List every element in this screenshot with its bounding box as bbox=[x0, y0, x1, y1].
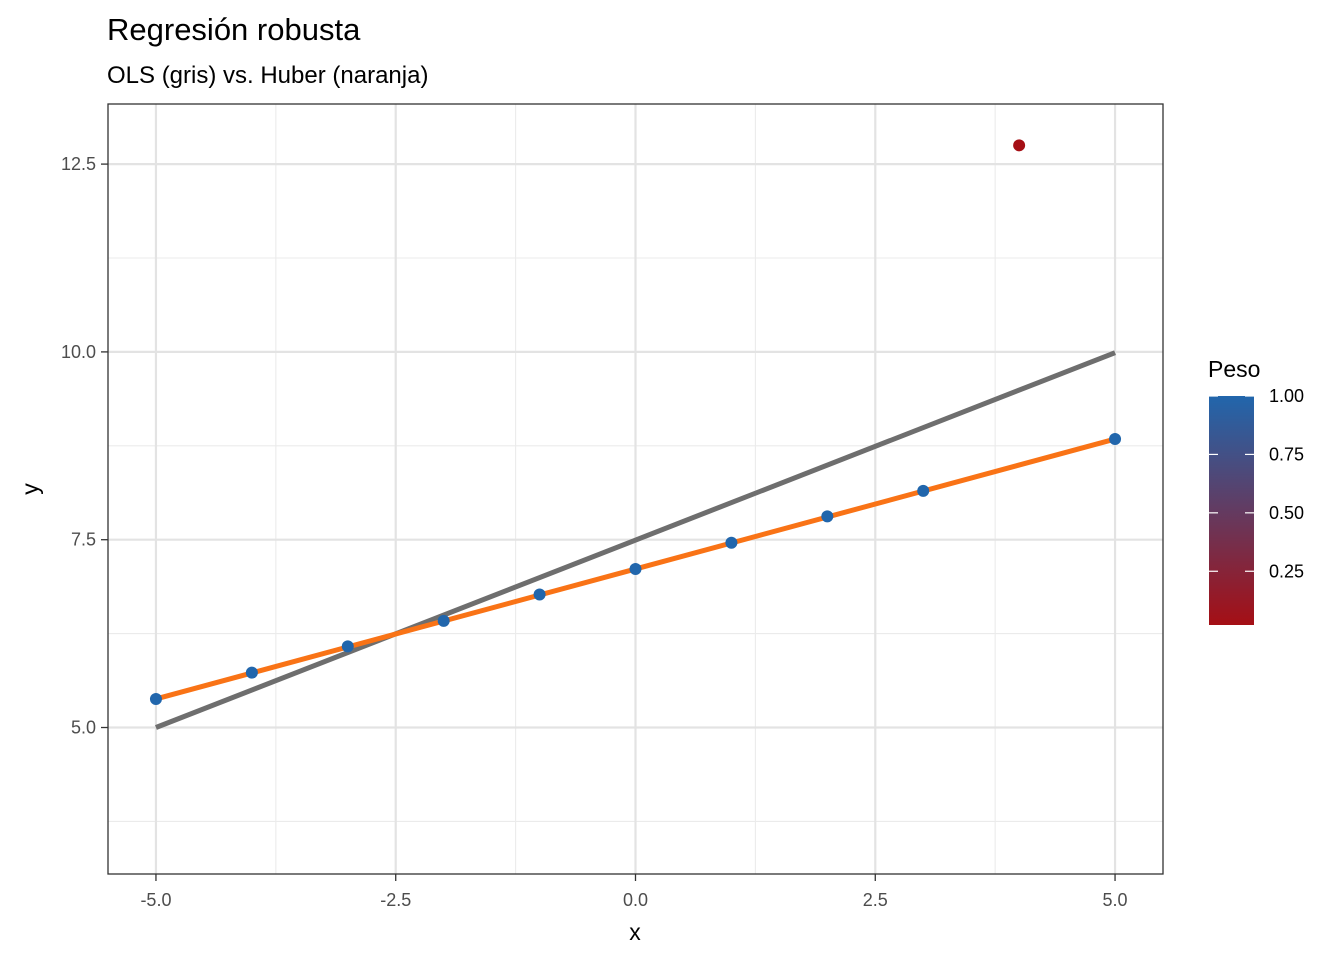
y-axis-title: y bbox=[17, 483, 43, 495]
x-axis: -5.0 -2.5 0.0 2.5 5.0 bbox=[140, 874, 1128, 910]
legend-label: 0.50 bbox=[1269, 503, 1304, 523]
legend-label: 1.00 bbox=[1269, 386, 1304, 406]
data-point bbox=[1109, 433, 1122, 446]
y-tick-label: 10.0 bbox=[61, 342, 96, 362]
ols-line bbox=[155, 350, 1116, 730]
data-point bbox=[341, 640, 354, 653]
data-points bbox=[149, 139, 1122, 705]
legend: Peso 1.00 0.75 0.50 0.25 bbox=[1208, 356, 1304, 625]
data-point bbox=[917, 484, 930, 497]
legend-label: 0.75 bbox=[1269, 444, 1304, 464]
chart-title: Regresión robusta bbox=[107, 12, 361, 47]
x-tick-label: 0.0 bbox=[623, 890, 648, 910]
y-tick-label: 7.5 bbox=[71, 530, 96, 550]
legend-colorbar bbox=[1209, 396, 1254, 625]
x-axis-title: x bbox=[629, 919, 641, 945]
x-tick-label: 5.0 bbox=[1103, 890, 1128, 910]
data-point bbox=[629, 563, 642, 576]
data-point bbox=[821, 510, 834, 523]
chart-subtitle: OLS (gris) vs. Huber (naranja) bbox=[107, 62, 428, 89]
y-tick-label: 12.5 bbox=[61, 154, 96, 174]
data-point bbox=[533, 588, 546, 601]
data-point bbox=[725, 536, 738, 549]
x-tick-label: -2.5 bbox=[380, 890, 411, 910]
data-point bbox=[149, 692, 162, 705]
legend-title: Peso bbox=[1208, 356, 1260, 382]
legend-label: 0.25 bbox=[1269, 561, 1304, 581]
x-tick-label: -5.0 bbox=[140, 890, 171, 910]
data-point bbox=[437, 614, 450, 627]
legend-ticks: 1.00 0.75 0.50 0.25 bbox=[1209, 386, 1304, 581]
data-point bbox=[1013, 139, 1026, 152]
y-tick-label: 5.0 bbox=[71, 718, 96, 738]
x-tick-label: 2.5 bbox=[863, 890, 888, 910]
data-point bbox=[245, 666, 258, 679]
y-axis: 5.0 7.5 10.0 12.5 bbox=[61, 154, 108, 738]
